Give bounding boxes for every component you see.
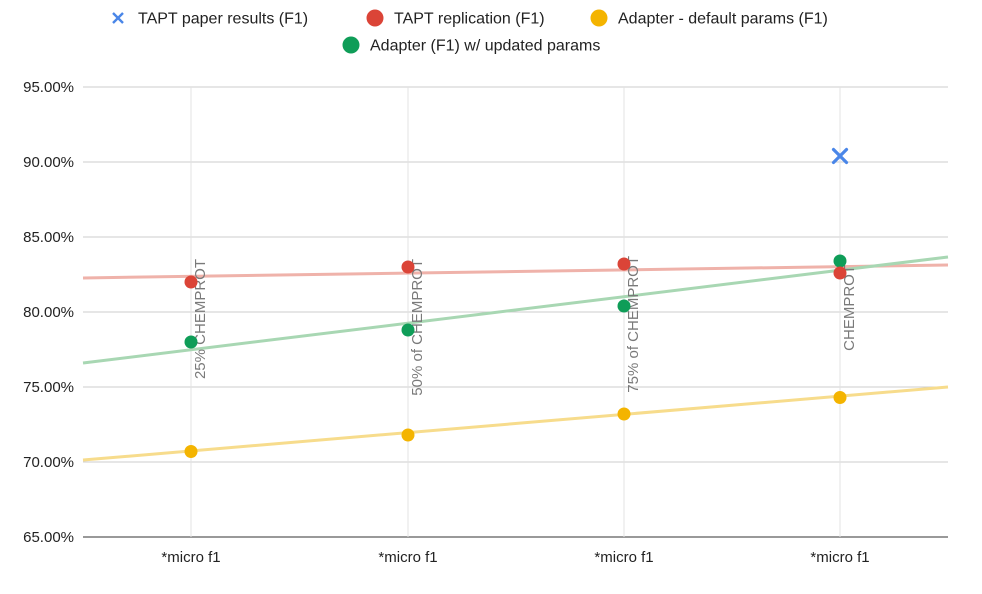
data-point-x-marker — [831, 147, 849, 165]
annotations: 25% CHEMPROT 50% of CHEMPROT 75% of CHEMPR… — [192, 256, 858, 396]
x-tick-label: *micro f1 — [378, 549, 437, 566]
data-point — [833, 391, 847, 404]
grid — [83, 86, 948, 538]
annotation-label: 50% of CHEMPROT — [409, 259, 426, 396]
y-axis: 95.00% 90.00% 85.00% 80.00% 75.00% 70.00% 65.0… — [23, 79, 74, 546]
data-point — [617, 257, 631, 271]
legend-item: TAPT replication (F1) — [366, 9, 545, 28]
y-tick-label: 65.00% — [23, 529, 74, 546]
legend-label: Adapter - default params (F1) — [618, 11, 828, 28]
x-tick-label: *micro f1 — [594, 549, 653, 566]
legend-item: Adapter - default params (F1) — [590, 9, 828, 28]
legend-x-marker-icon — [112, 12, 124, 24]
trendline — [82, 255, 949, 365]
y-tick-label: 95.00% — [23, 79, 74, 96]
data-point — [617, 407, 631, 421]
data-point — [184, 335, 198, 349]
data-point — [617, 299, 631, 313]
data-point — [833, 254, 847, 268]
annotation-label: 75% of CHEMPROT — [625, 256, 642, 393]
trendline — [82, 263, 949, 280]
legend-label: Adapter (F1) w/ updated params — [370, 38, 600, 55]
data-points — [184, 147, 849, 458]
legend-item: Adapter (F1) w/ updated params — [342, 36, 600, 55]
legend: TAPT paper results (F1) TAPT replication … — [112, 9, 828, 55]
x-marker-stroke — [831, 147, 849, 165]
data-point — [401, 323, 415, 337]
legend-label: TAPT replication (F1) — [394, 11, 545, 28]
legend-label: TAPT paper results (F1) — [138, 11, 308, 28]
legend-item: TAPT paper results (F1) — [112, 11, 308, 28]
data-point — [184, 275, 198, 289]
data-point — [401, 260, 415, 274]
x-tick-label: *micro f1 — [810, 549, 869, 566]
legend-swatch — [366, 9, 384, 27]
y-tick-label: 90.00% — [23, 154, 74, 171]
y-tick-label: 80.00% — [23, 304, 74, 321]
trendline — [82, 385, 949, 462]
y-tick-label: 75.00% — [23, 379, 74, 396]
x-axis: *micro f1 *micro f1 *micro f1 *micro f1 — [161, 549, 869, 566]
y-tick-label: 85.00% — [23, 229, 74, 246]
annotation-label: CHEMPROT — [841, 265, 858, 351]
legend-swatch — [342, 36, 360, 54]
y-tick-label: 70.00% — [23, 454, 74, 471]
annotation-label: 25% CHEMPROT — [192, 259, 209, 379]
trendlines — [82, 255, 949, 462]
data-point — [184, 445, 198, 458]
legend-swatch — [590, 9, 608, 27]
x-tick-label: *micro f1 — [161, 549, 220, 566]
data-point — [401, 428, 415, 442]
data-point — [833, 266, 847, 280]
